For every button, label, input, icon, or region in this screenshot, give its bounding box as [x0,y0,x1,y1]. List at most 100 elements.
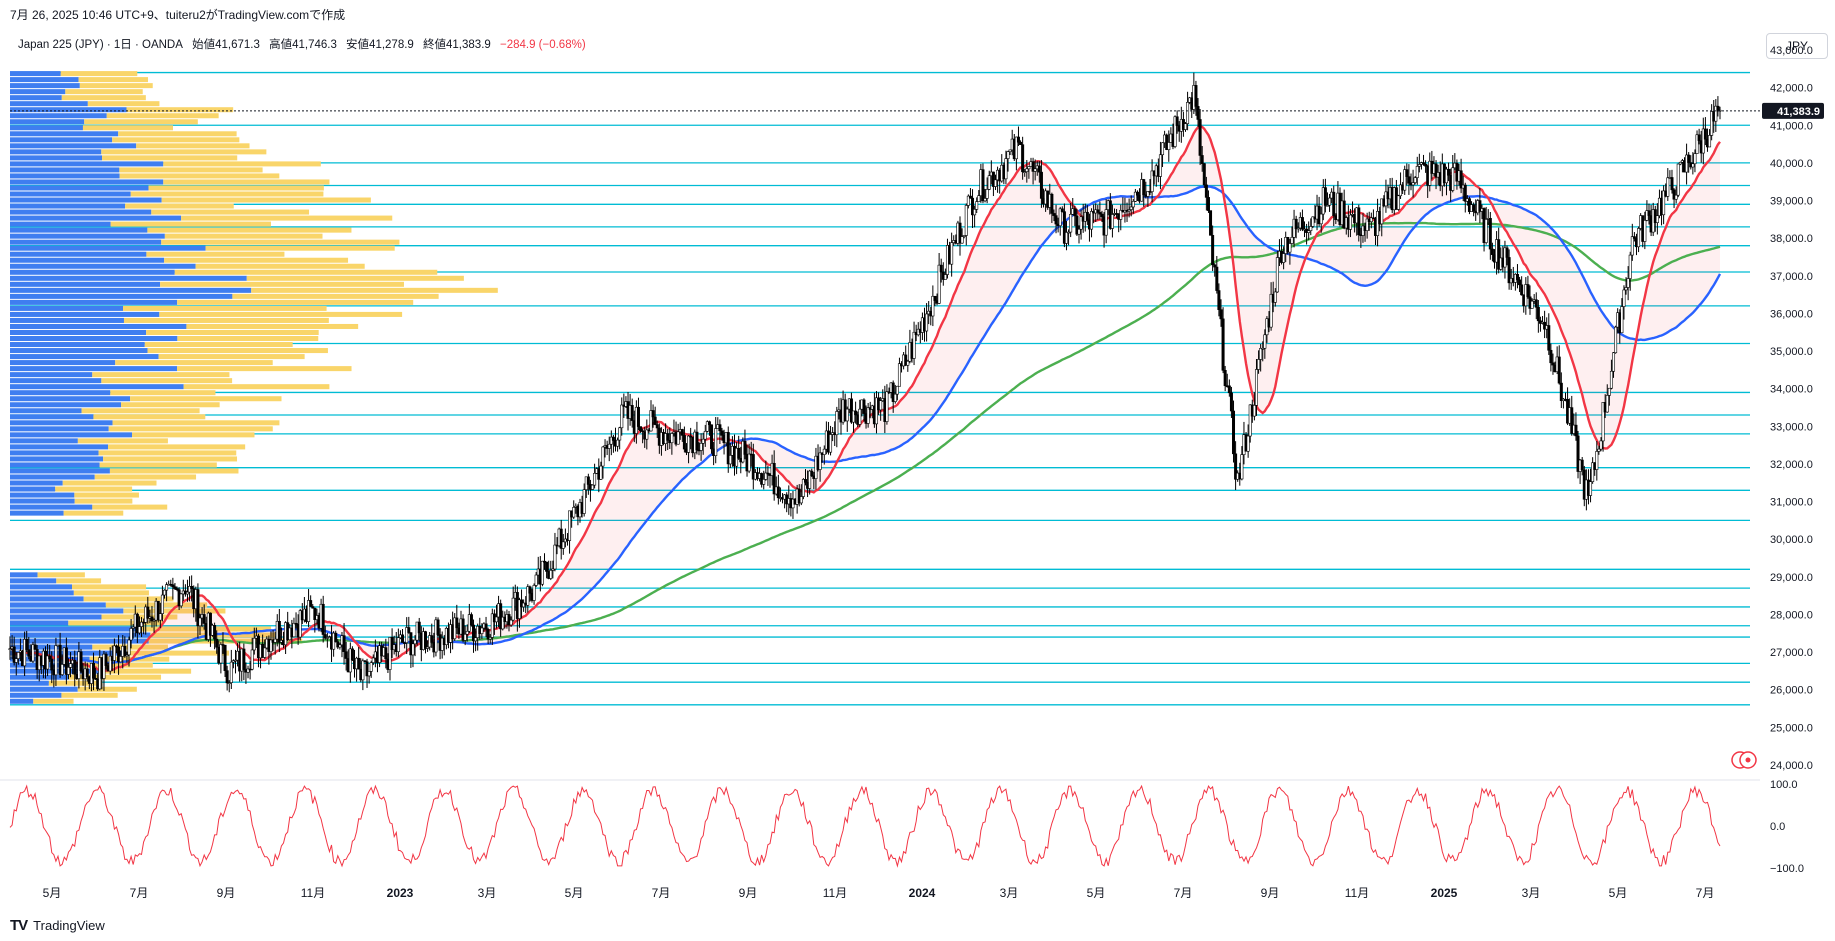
candle-body [1296,227,1300,230]
candle-body [526,586,530,606]
osc-tick-label: 0.0 [1770,821,1785,833]
candle-body [845,408,849,422]
candle-body [973,209,977,216]
candle-body [895,385,899,395]
candle-body [931,295,935,317]
candle-body [1033,168,1037,172]
candle-body [1628,254,1632,279]
vp-bar-blue [10,167,120,173]
candle-body [434,619,438,653]
candle-body [223,644,227,671]
vp-bar-yellow [74,498,133,504]
candle-body [607,443,611,449]
candle-body [1580,459,1584,471]
x-tick-label: 9月 [1261,886,1280,900]
vp-bar-yellow [65,89,143,95]
vp-bar-yellow [103,456,238,462]
candle-body [1551,362,1555,366]
candle-body [1597,448,1601,452]
vp-bar-yellow [186,323,359,329]
vp-bar-yellow [82,125,174,131]
candle-body [1417,164,1421,167]
time-axis[interactable]: 5月 7月 9月 11月 2023 3月 5月 7月 9月 11月 2024 3月 5月 7月 9月 11月 2… [43,886,1715,900]
y-tick-label: 30,000.0 [1770,534,1813,546]
candle-body [173,586,177,589]
candle-body [676,431,680,445]
candle-body [436,619,440,635]
candle-body [726,432,730,465]
candle-body [1413,177,1417,183]
legend-symbol[interactable]: Japan 225 (JPY) · 1日 · OANDA [18,39,183,51]
vp-bar-blue [10,227,148,233]
vp-bar-yellow [147,348,328,354]
vp-bar-yellow [94,474,197,480]
ma-cloud [10,126,1720,671]
candle-body [350,648,354,661]
candle-body [1716,105,1720,112]
candle-body [190,586,194,589]
y-tick-label: 27,000.0 [1770,647,1813,659]
candle-body [417,621,421,634]
vp-bar-blue [10,149,102,155]
candle-body [114,645,118,648]
candle-body [390,637,394,651]
candle-body [1275,257,1279,293]
oscillator-axis: 100.0 0.0 −100.0 [1770,779,1804,875]
candle-body [1069,214,1073,233]
candle-body [687,435,691,453]
vp-bar-yellow [205,245,395,251]
candle-body [1025,168,1029,172]
vp-bar-blue [10,444,109,450]
candle-body [874,397,878,425]
alert-icon[interactable] [1731,751,1757,769]
candle-body [25,638,29,650]
y-tick-label: 37,000.0 [1770,271,1813,283]
candle-body [1703,128,1707,140]
candle-body [858,408,862,425]
vp-bar-blue [10,179,164,185]
candle-body [54,645,58,676]
candle-body [1405,169,1409,177]
vp-bar-yellow [73,590,149,596]
candle-body [1204,184,1208,198]
candle-body [509,619,513,626]
vp-bar-yellow [112,137,240,143]
candle-body [229,661,233,683]
oscillator-pane [9,784,1721,868]
candle-body [582,489,586,514]
candle-body [517,599,521,619]
price-axis[interactable]: 43,000.0 42,000.0 41,000.0 40,000.0 39,000.0… [1770,45,1813,772]
vp-bar-blue [10,329,147,335]
candle-body [549,570,553,579]
currency-button[interactable]: JPY [1766,33,1828,59]
candle-body [463,633,467,641]
candle-body [1158,154,1162,177]
x-tick-label: 2025 [1431,886,1458,900]
candle-body [1090,211,1094,230]
candle-body [108,655,112,672]
candle-body [1601,402,1605,442]
candle-body [1100,213,1104,218]
candle-body [1252,405,1256,417]
candle-body [342,635,346,652]
candle-body [1269,293,1273,328]
candle-body [27,649,31,657]
candle-body [150,616,154,622]
vp-bar-blue [10,143,137,149]
x-tick-label: 9月 [739,886,758,900]
candle-body [1008,149,1012,152]
candle-body [601,446,605,467]
candle-body [620,404,624,429]
candle-body [534,574,538,586]
x-tick-label: 5月 [565,886,584,900]
candle-body [1693,153,1697,165]
candle-body [1290,236,1294,244]
candle-body [307,600,311,622]
candle-body [430,635,434,643]
vp-bar-blue [10,602,106,608]
candle-body [152,619,156,622]
candle-body [309,600,313,607]
vp-bar-yellow [160,281,404,287]
candle-body [73,659,77,675]
